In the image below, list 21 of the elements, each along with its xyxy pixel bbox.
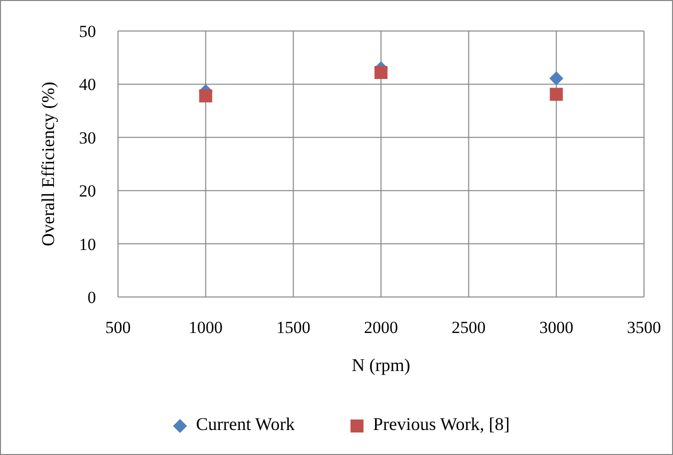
x-tick-label: 2500	[452, 318, 486, 337]
y-axis-title: Overall Efficiency (%)	[38, 82, 58, 246]
y-tick-label: 0	[88, 288, 96, 307]
x-tick-label: 500	[105, 318, 131, 337]
legend-label: Current Work	[196, 414, 295, 434]
point	[550, 88, 563, 101]
x-axis-title: N (rpm)	[352, 355, 410, 375]
y-tick-label: 10	[79, 234, 96, 254]
x-tick-label: 1500	[276, 318, 310, 337]
x-tick-label: 2000	[364, 318, 398, 337]
x-tick-label: 3000	[539, 318, 574, 337]
y-tick-label: 50	[79, 22, 96, 41]
point	[549, 71, 564, 86]
x-tick-label: 3500	[627, 318, 661, 337]
x-tick-label: 1000	[188, 318, 223, 337]
legend-label: Previous Work, [8]	[373, 414, 510, 434]
y-tick-label: 20	[79, 182, 96, 201]
point	[199, 89, 212, 102]
y-tick-label: 30	[79, 128, 96, 148]
point	[374, 66, 388, 79]
y-tick-label: 40	[79, 75, 96, 94]
